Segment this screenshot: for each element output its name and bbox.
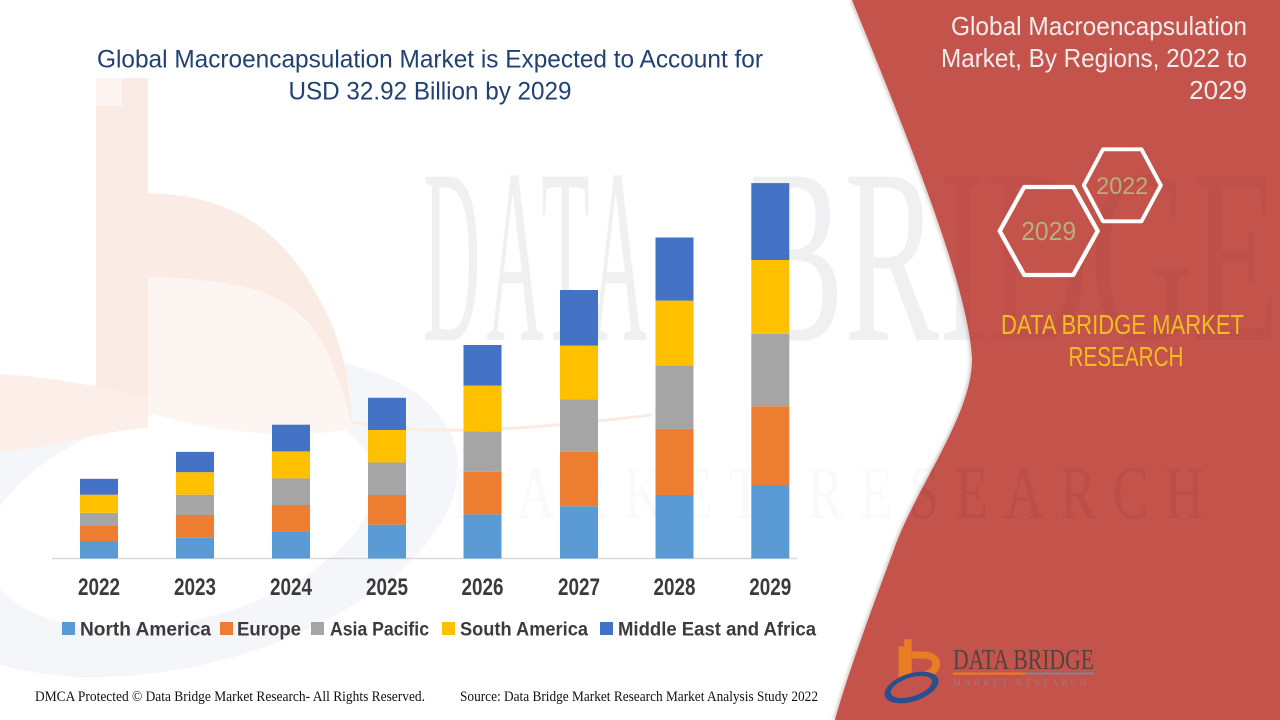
svg-text:2028: 2028 [654, 574, 696, 601]
svg-text:2025: 2025 [366, 574, 408, 601]
svg-text:2024: 2024 [270, 574, 313, 601]
svg-text:Europe: Europe [237, 620, 301, 641]
svg-text:DATA BRIDGE MARKET: DATA BRIDGE MARKET [1001, 309, 1244, 340]
svg-text:2029: 2029 [1189, 75, 1247, 105]
svg-text:DMCA Protected © Data Bridge M: DMCA Protected © Data Bridge Market Rese… [35, 689, 425, 705]
svg-text:RESEARCH: RESEARCH [1069, 341, 1184, 372]
svg-text:2022: 2022 [78, 574, 120, 601]
svg-text:USD 32.92 Billion by 2029: USD 32.92 Billion by 2029 [289, 78, 572, 106]
svg-text:Asia Pacific: Asia Pacific [330, 620, 429, 641]
svg-text:2026: 2026 [462, 574, 504, 601]
svg-text:2029: 2029 [1021, 216, 1076, 246]
svg-text:Global Macroencapsulation Mark: Global Macroencapsulation Market is Expe… [97, 46, 763, 74]
svg-text:2023: 2023 [174, 574, 216, 601]
svg-text:MARKET RESEARCH: MARKET RESEARCH [953, 678, 1090, 689]
svg-text:Global Macroencapsulation: Global Macroencapsulation [951, 11, 1247, 41]
svg-text:DATA: DATA [423, 119, 647, 395]
svg-text:Middle East and Africa: Middle East and Africa [618, 620, 816, 641]
svg-text:2027: 2027 [558, 574, 600, 601]
svg-text:Source: Data Bridge Market Res: Source: Data Bridge Market Research Mark… [460, 689, 818, 705]
svg-text:2029: 2029 [749, 574, 791, 601]
svg-text:Market, By Regions, 2022 to: Market, By Regions, 2022 to [941, 43, 1247, 73]
svg-text:2022: 2022 [1096, 173, 1148, 200]
svg-text:DATA BRIDGE: DATA BRIDGE [953, 644, 1094, 676]
svg-text:South America: South America [460, 620, 588, 641]
svg-text:North America: North America [80, 620, 211, 641]
